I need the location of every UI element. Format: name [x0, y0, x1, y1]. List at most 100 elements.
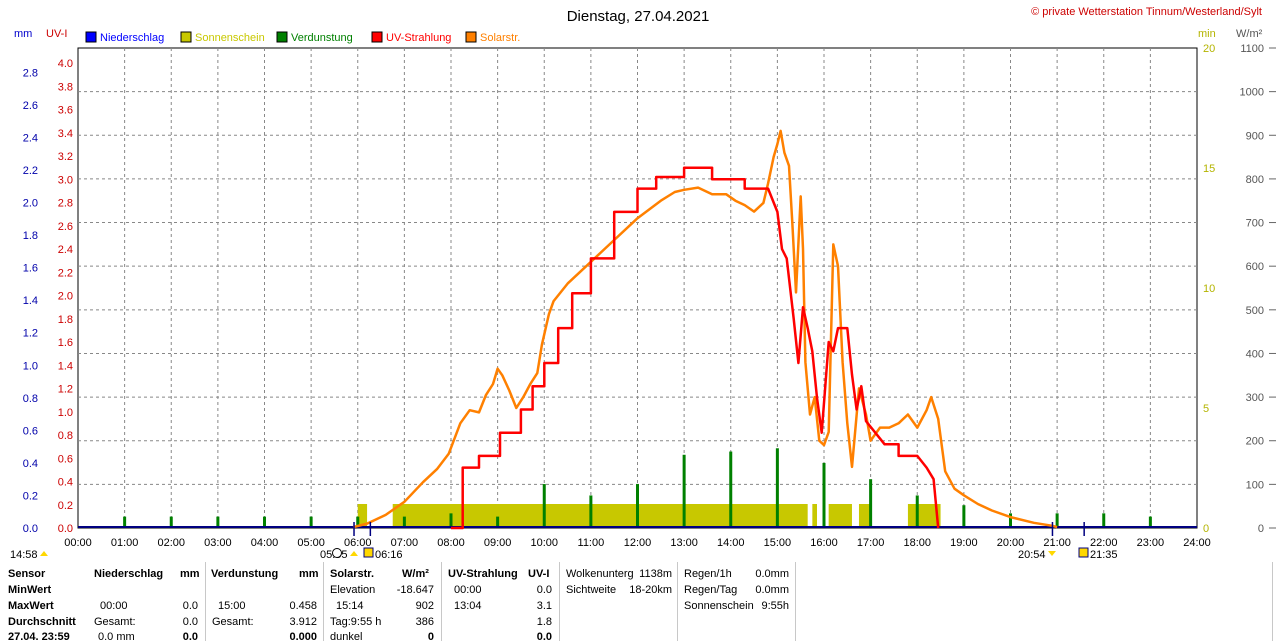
tick-mm-2: 0.4 [23, 458, 38, 470]
tick-uv-17: 3.4 [58, 128, 73, 140]
niederschlag-last-bold: 0.0 [182, 631, 198, 643]
tick-wm2-6: 600 [1246, 261, 1264, 273]
row-minwert: MinWert [8, 584, 52, 596]
tick-uv-20: 4.0 [58, 58, 73, 70]
evap-spike-5 [356, 516, 360, 528]
tick-min-3: 15 [1203, 163, 1215, 175]
tick-uv-19: 3.8 [58, 81, 73, 93]
tick-x-14: 14:00 [717, 537, 745, 549]
tick-uv-6: 1.2 [58, 384, 73, 396]
tick-mm-8: 1.6 [23, 263, 38, 275]
tick-x-7: 07:00 [391, 537, 419, 549]
time-left: 14:58 [10, 549, 38, 561]
legend-label-4: Solarstr. [480, 32, 520, 44]
evap-spike-3 [263, 516, 266, 528]
x-axis: 00:00 01:00 02:00 03:00 04:00 05:00 06:00 07:00… [64, 537, 1211, 549]
separator [1272, 562, 1273, 641]
tick-uv-8: 1.6 [58, 337, 73, 349]
weather-chart: Dienstag, 27.04.2021 © private Wettersta… [10, 6, 1276, 561]
evaporation-spikes [78, 448, 1197, 528]
tick-x-21: 21:00 [1043, 537, 1071, 549]
tick-x-1: 01:00 [111, 537, 139, 549]
sunshine-bar-1 [392, 504, 808, 528]
solar-tag-label: Tag:9:55 h [330, 616, 382, 628]
sun-icon-set [1048, 551, 1056, 556]
evap-spike-2 [216, 516, 220, 528]
verdunstung-gesamt-value: 3.912 [289, 616, 317, 628]
legend-swatch-0 [85, 31, 97, 43]
verdunstung-unit: mm [299, 568, 319, 580]
wolken-label: Wolkenunterg [566, 568, 634, 580]
evap-spike-4 [309, 516, 313, 528]
uv-head: UV-Strahlung [448, 568, 518, 580]
separator [205, 562, 206, 641]
solar-head: Solarstr. [330, 568, 375, 580]
tick-wm2-3: 300 [1246, 392, 1264, 404]
tick-uv-5: 1.0 [58, 407, 73, 419]
niederschlag-max-value: 0.0 [182, 600, 198, 612]
solar-max-time: 15:14 [336, 600, 364, 612]
tick-uv-4: 0.8 [58, 430, 73, 442]
chart-title: Dienstag, 27.04.2021 [567, 8, 710, 25]
unit-wm2: W/m² [1236, 28, 1263, 40]
legend-label-0: Niederschlag [100, 32, 164, 44]
niederschlag-head: Niederschlag [94, 568, 164, 580]
uv-last-bold: 0.0 [536, 631, 552, 643]
tick-mm-9: 1.8 [23, 230, 38, 242]
evap-spike-17 [915, 495, 919, 528]
tick-x-12: 12:00 [624, 537, 652, 549]
tick-mm-4: 0.8 [23, 393, 38, 405]
sun-icon-left [40, 551, 48, 556]
tick-x-3: 03:00 [204, 537, 232, 549]
uv-max-value: 3.1 [536, 600, 552, 612]
tick-uv-0: 0.0 [58, 523, 73, 535]
tick-mm-5: 1.0 [23, 360, 38, 372]
tick-mm-0: 0.0 [23, 523, 38, 535]
uv-unit: UV-I [528, 568, 550, 580]
tick-x-11: 11:00 [578, 537, 605, 549]
verdunstung-gesamt-label: Gesamt: [212, 616, 254, 628]
separator [441, 562, 442, 641]
verdunstung-head: Verdunstung [211, 568, 279, 580]
evap-spike-13 [729, 451, 733, 528]
evap-spike-0 [123, 516, 127, 528]
legend-swatch-3 [371, 31, 383, 43]
stats-col-regen: Regen/1h 0.0mm Regen/Tag 0.0mm Sonnensch… [678, 562, 795, 641]
tick-x-19: 19:00 [950, 537, 978, 549]
sensor-head: Sensor [8, 568, 46, 580]
legend-swatch-1 [180, 31, 192, 43]
tick-mm-11: 2.2 [23, 165, 38, 177]
tick-x-6: 06:00 [344, 537, 372, 549]
tick-x-0: 00:00 [64, 537, 92, 549]
tick-mm-12: 2.4 [23, 132, 38, 144]
station-credit: © private Wetterstation Tinnum/Westerlan… [1031, 6, 1262, 18]
tick-uv-10: 2.0 [58, 291, 73, 303]
tick-x-4: 04:00 [251, 537, 279, 549]
tick-uv-13: 2.6 [58, 221, 73, 233]
tick-wm2-8: 800 [1246, 174, 1264, 186]
tick-mm-13: 2.6 [23, 100, 38, 112]
sonnenschein-label: Sonnenschein [684, 600, 754, 612]
tick-x-17: 17:00 [857, 537, 885, 549]
series-lines [352, 129, 1058, 530]
series-line-0 [352, 129, 1058, 529]
separator [559, 562, 560, 641]
evap-spike-1 [169, 516, 173, 528]
tick-mm-14: 2.8 [23, 67, 38, 79]
row-durchschnitt: Durchschnitt [8, 616, 76, 628]
tick-mm-1: 0.2 [23, 490, 38, 502]
evap-spike-16 [869, 479, 873, 528]
tick-uv-15: 3.0 [58, 174, 73, 186]
tick-x-13: 13:00 [670, 537, 698, 549]
tick-uv-2: 0.4 [58, 477, 73, 489]
evap-spike-19 [1009, 513, 1012, 528]
sunset-time-1: 20:54 [1018, 549, 1046, 561]
separator [677, 562, 678, 641]
uv-min-value: 0.0 [536, 584, 552, 596]
tick-mm-7: 1.4 [23, 295, 38, 307]
evap-spike-18 [962, 505, 966, 528]
solar-unit: W/m² [402, 568, 429, 580]
tick-x-5: 05:00 [297, 537, 325, 549]
tick-wm2-10: 1000 [1240, 87, 1264, 99]
evap-spike-11 [636, 484, 639, 528]
